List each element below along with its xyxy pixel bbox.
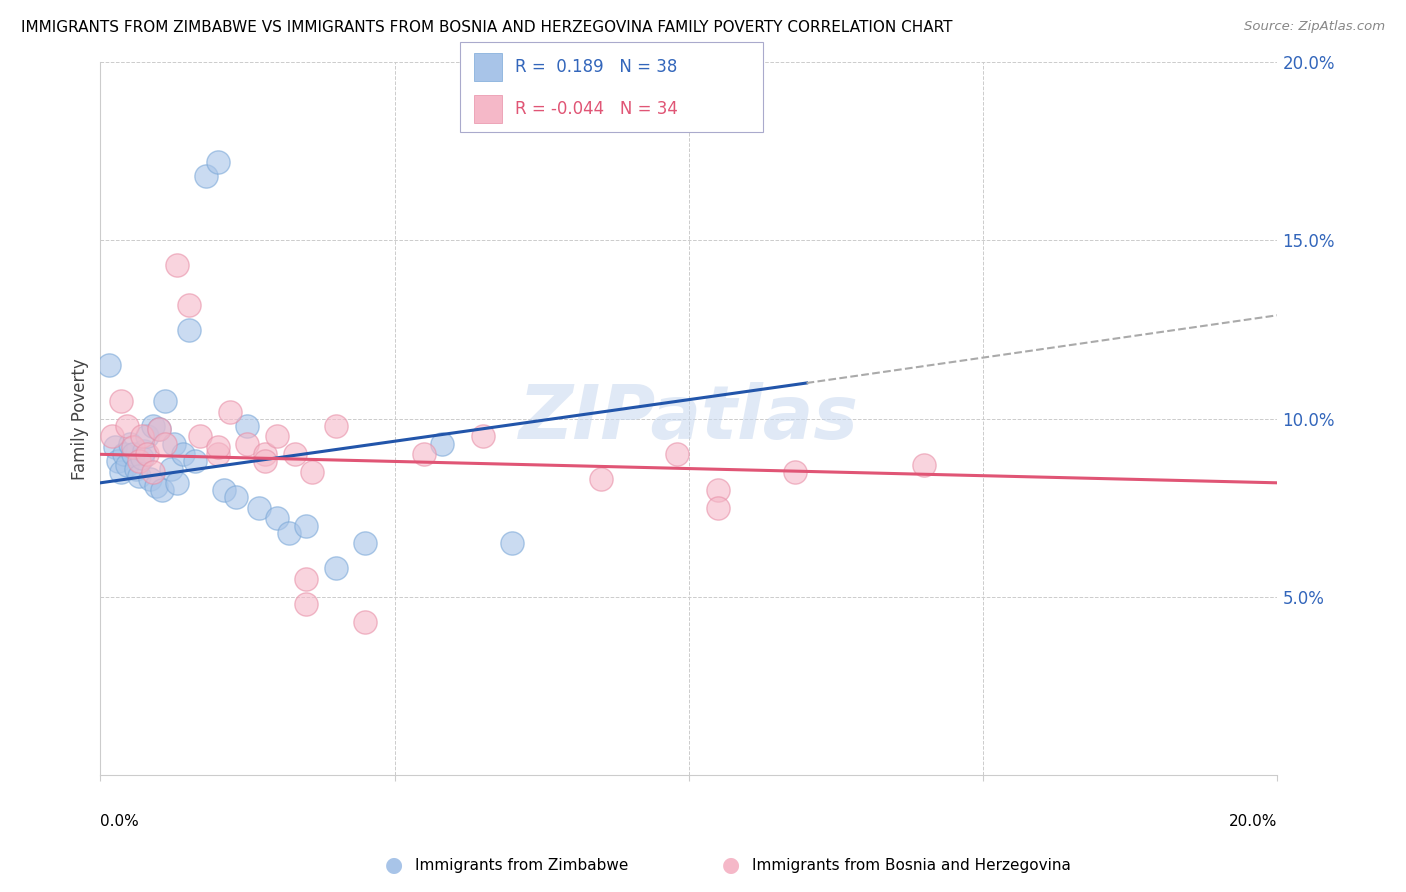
Point	[413, 447, 436, 461]
Point	[325, 561, 347, 575]
Point	[254, 454, 277, 468]
Point	[148, 422, 170, 436]
Point	[218, 404, 240, 418]
Text: Immigrants from Bosnia and Herzegovina: Immigrants from Bosnia and Herzegovina	[752, 858, 1071, 872]
Point	[666, 447, 689, 461]
Point	[112, 447, 135, 461]
Point	[153, 436, 176, 450]
Point	[254, 447, 277, 461]
Point	[131, 429, 153, 443]
Point	[284, 447, 307, 461]
Point	[166, 258, 188, 272]
Point	[207, 447, 229, 461]
Point	[124, 461, 146, 475]
Point	[150, 483, 173, 497]
Point	[325, 418, 347, 433]
Point	[139, 472, 162, 486]
Text: IMMIGRANTS FROM ZIMBABWE VS IMMIGRANTS FROM BOSNIA AND HERZEGOVINA FAMILY POVERT: IMMIGRANTS FROM ZIMBABWE VS IMMIGRANTS F…	[21, 20, 953, 35]
Point	[128, 468, 150, 483]
Point	[207, 155, 229, 169]
Point	[430, 436, 453, 450]
Point	[110, 393, 132, 408]
Text: 0.0%: 0.0%	[100, 814, 139, 830]
Point	[118, 436, 141, 450]
Text: R =  0.189   N = 38: R = 0.189 N = 38	[515, 58, 676, 76]
Text: Source: ZipAtlas.com: Source: ZipAtlas.com	[1244, 20, 1385, 33]
Point	[354, 615, 377, 629]
Point	[295, 597, 318, 611]
Point	[115, 458, 138, 472]
Text: ZIPatlas: ZIPatlas	[519, 382, 859, 455]
Point	[236, 418, 259, 433]
Point	[295, 572, 318, 586]
Point	[121, 447, 143, 461]
Point	[301, 465, 323, 479]
Point	[266, 429, 288, 443]
Point	[177, 297, 200, 311]
Point	[131, 450, 153, 465]
Y-axis label: Family Poverty: Family Poverty	[72, 358, 89, 480]
Point	[128, 454, 150, 468]
Point	[207, 440, 229, 454]
Point	[145, 479, 167, 493]
Point	[148, 422, 170, 436]
Point	[266, 511, 288, 525]
Point	[707, 500, 730, 515]
Point	[98, 358, 121, 372]
Point	[142, 418, 165, 433]
Point	[166, 475, 188, 490]
Text: R = -0.044   N = 34: R = -0.044 N = 34	[515, 100, 678, 118]
Point	[153, 393, 176, 408]
Point	[136, 429, 159, 443]
Point	[110, 465, 132, 479]
Point	[136, 447, 159, 461]
Point	[121, 440, 143, 454]
Point	[471, 429, 494, 443]
Point	[295, 518, 318, 533]
Text: ●: ●	[723, 855, 740, 875]
Point	[707, 483, 730, 497]
Point	[225, 490, 247, 504]
Point	[236, 436, 259, 450]
Text: ●: ●	[385, 855, 402, 875]
Point	[142, 465, 165, 479]
Point	[183, 454, 205, 468]
Point	[195, 169, 218, 184]
Point	[501, 536, 523, 550]
Point	[115, 418, 138, 433]
Point	[160, 461, 183, 475]
Point	[589, 472, 612, 486]
Point	[212, 483, 235, 497]
Text: 20.0%: 20.0%	[1229, 814, 1278, 830]
Point	[101, 429, 124, 443]
Point	[783, 465, 806, 479]
Point	[912, 458, 935, 472]
Point	[247, 500, 270, 515]
Point	[134, 443, 156, 458]
Point	[107, 454, 129, 468]
Point	[277, 525, 299, 540]
Point	[163, 436, 186, 450]
Point	[172, 447, 194, 461]
Point	[190, 429, 212, 443]
Point	[104, 440, 127, 454]
Text: Immigrants from Zimbabwe: Immigrants from Zimbabwe	[415, 858, 628, 872]
Point	[177, 322, 200, 336]
Point	[354, 536, 377, 550]
